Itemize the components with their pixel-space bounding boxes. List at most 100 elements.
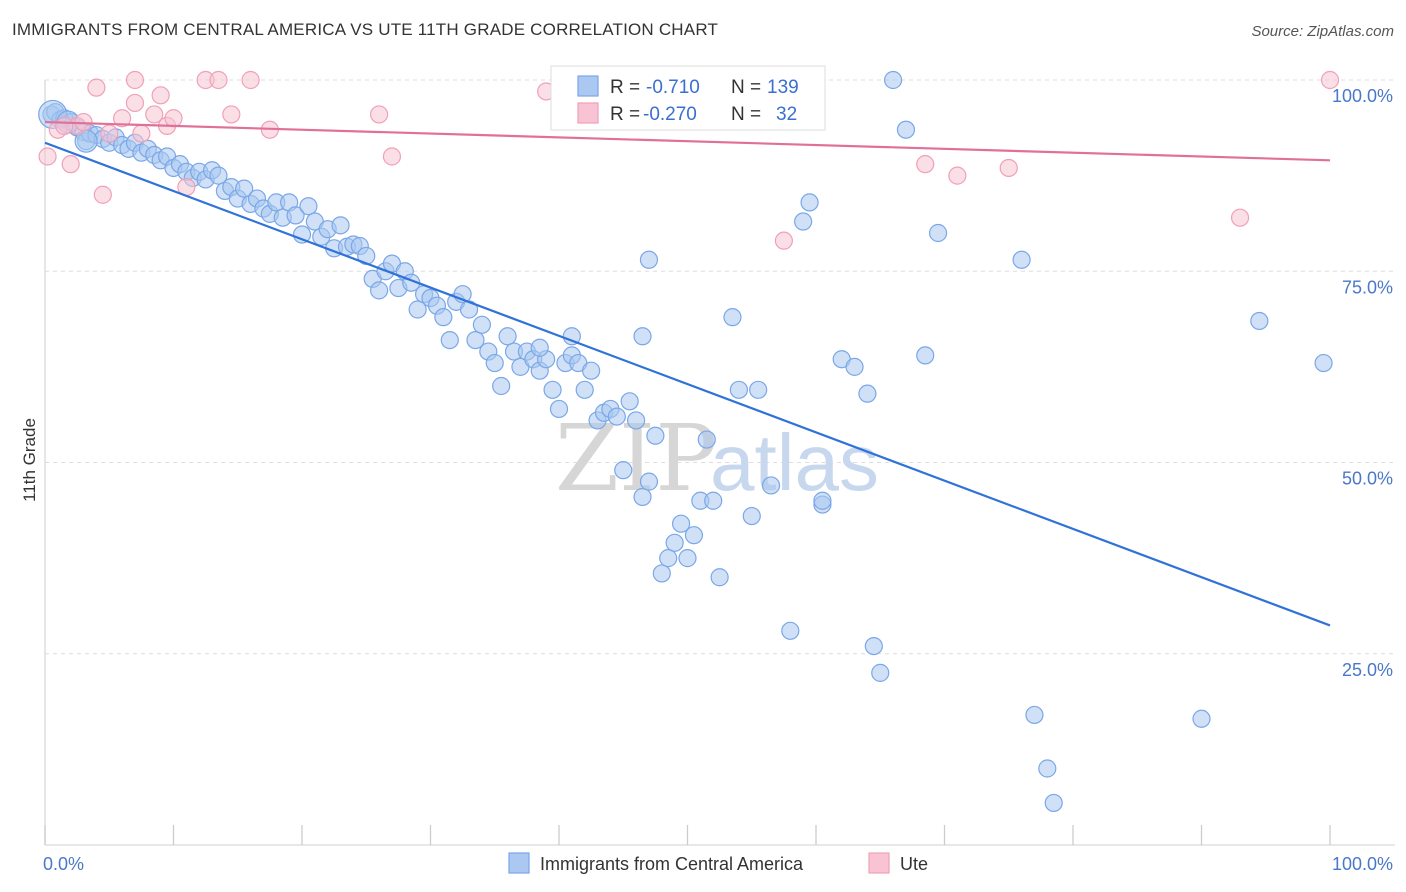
source-note: Source: ZipAtlas.com (1251, 23, 1394, 40)
data-point (299, 197, 318, 216)
y-tick-label: 100.0% (1332, 86, 1393, 106)
data-point (710, 568, 729, 587)
data-point (209, 166, 228, 185)
data-point (652, 564, 671, 583)
stats-n-value-1: 139 (767, 77, 799, 98)
data-point (607, 407, 626, 426)
data-point (697, 430, 716, 449)
data-point (864, 636, 883, 656)
data-point (1230, 208, 1250, 227)
data-point (948, 166, 967, 185)
data-point (492, 376, 511, 396)
data-point (440, 331, 459, 350)
data-point (633, 487, 652, 507)
stats-r-value-1: -0.710 (646, 77, 700, 98)
x-tick-label: 0.0% (43, 854, 84, 874)
data-point (93, 185, 112, 204)
data-point (1025, 705, 1044, 725)
stats-n-value-2: 32 (776, 104, 797, 125)
y-tick-label: 50.0% (1342, 469, 1393, 489)
data-point (55, 116, 74, 136)
x-tick-label: 100.0% (1332, 854, 1393, 874)
data-point (671, 514, 691, 533)
data-point (125, 93, 145, 113)
data-point (145, 105, 164, 124)
stats-r-label-2: R = (610, 104, 640, 125)
data-point (1038, 759, 1057, 778)
bottom-legend: Immigrants from Central America Ute (508, 852, 928, 874)
data-point (781, 621, 800, 640)
data-point (883, 70, 903, 90)
data-point (1044, 793, 1063, 813)
trend-line-0 (44, 141, 1331, 627)
data-point (774, 231, 793, 250)
data-point (1250, 311, 1269, 331)
data-point (684, 526, 704, 545)
data-point (896, 120, 916, 139)
data-point (742, 506, 761, 526)
data-point (575, 380, 594, 399)
data-point (472, 315, 491, 334)
data-point (286, 206, 305, 225)
data-point (222, 105, 241, 124)
y-tick-label: 25.0% (1342, 660, 1393, 680)
data-point (209, 70, 228, 90)
data-point (235, 179, 254, 198)
data-point (61, 155, 80, 174)
data-point (582, 361, 601, 380)
data-point (620, 392, 639, 411)
data-point (928, 223, 948, 243)
data-point (132, 124, 151, 143)
legend-label-ute: Ute (900, 854, 928, 874)
data-point (485, 353, 504, 373)
data-point (331, 216, 350, 235)
gridlines (45, 79, 1395, 655)
data-point (125, 70, 145, 90)
data-point (562, 327, 581, 346)
data-point (408, 300, 427, 319)
data-point (916, 155, 935, 174)
data-point (614, 461, 633, 480)
legend-swatch-central-america (508, 852, 530, 874)
data-point (370, 281, 389, 300)
series-central-america-points (38, 70, 1333, 813)
y-axis-label: 11th Grade (20, 418, 39, 502)
data-point (639, 472, 659, 491)
data-point (639, 250, 659, 269)
data-point (543, 380, 562, 399)
trend-lines (44, 120, 1331, 627)
data-point (626, 411, 646, 430)
stats-legend-box: R = -0.710 N = 139 R = -0.270 N = 32 (550, 65, 826, 131)
data-point (858, 384, 877, 403)
legend-swatch-ute (868, 852, 890, 874)
stats-r-label-1: R = (610, 77, 640, 98)
data-point (729, 380, 749, 399)
y-tick-labels: 100.0% 75.0% 50.0% 25.0% (1332, 86, 1393, 680)
data-point (678, 549, 697, 568)
data-point (845, 357, 864, 376)
data-point (633, 327, 652, 346)
data-point (382, 147, 402, 166)
data-point (549, 399, 569, 419)
data-point (434, 308, 453, 327)
data-point (800, 193, 819, 212)
data-point (813, 491, 832, 510)
stats-n-label-1: N = (731, 77, 761, 98)
data-point (646, 426, 665, 445)
data-point (723, 308, 742, 327)
data-point (151, 86, 170, 105)
data-point (916, 346, 935, 365)
data-point (1192, 709, 1211, 728)
stats-n-label-2: N = (731, 104, 761, 125)
data-point (749, 380, 768, 399)
data-point (704, 491, 723, 510)
data-point (871, 663, 890, 682)
data-point (761, 476, 781, 495)
data-point (1320, 70, 1340, 90)
data-point (530, 338, 549, 357)
data-point (999, 158, 1018, 178)
y-tick-label: 75.0% (1342, 277, 1393, 297)
data-point (498, 327, 517, 346)
stats-r-value-2: -0.270 (643, 104, 697, 125)
series-ute-points (38, 70, 1340, 250)
